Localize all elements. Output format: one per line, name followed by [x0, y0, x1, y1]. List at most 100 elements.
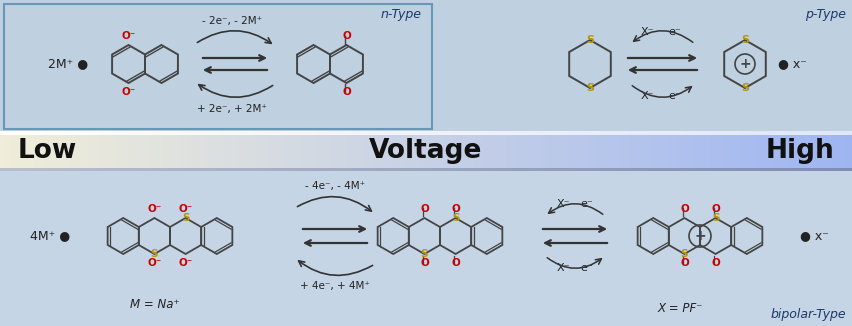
- Polygon shape: [630, 131, 635, 135]
- Polygon shape: [688, 168, 691, 171]
- Polygon shape: [841, 131, 844, 135]
- Polygon shape: [375, 168, 379, 171]
- Polygon shape: [522, 168, 527, 171]
- Polygon shape: [190, 131, 194, 135]
- Polygon shape: [145, 131, 149, 171]
- Polygon shape: [156, 131, 160, 171]
- Text: O: O: [452, 258, 460, 268]
- Polygon shape: [227, 168, 231, 171]
- Polygon shape: [111, 168, 115, 171]
- Polygon shape: [642, 131, 646, 135]
- Polygon shape: [645, 131, 648, 135]
- Polygon shape: [820, 131, 825, 135]
- Polygon shape: [355, 131, 359, 135]
- Polygon shape: [463, 168, 467, 171]
- Polygon shape: [3, 131, 7, 135]
- Polygon shape: [773, 168, 776, 171]
- Polygon shape: [185, 168, 188, 171]
- Polygon shape: [49, 131, 52, 171]
- Polygon shape: [480, 168, 484, 171]
- Polygon shape: [147, 131, 152, 171]
- Polygon shape: [301, 131, 305, 135]
- Polygon shape: [32, 131, 35, 135]
- Polygon shape: [216, 168, 220, 171]
- Polygon shape: [460, 168, 464, 171]
- Polygon shape: [341, 168, 345, 171]
- Polygon shape: [588, 168, 592, 171]
- Polygon shape: [786, 168, 791, 171]
- Polygon shape: [676, 131, 680, 171]
- Polygon shape: [71, 131, 75, 171]
- Polygon shape: [122, 131, 126, 171]
- Polygon shape: [665, 131, 669, 171]
- Polygon shape: [264, 168, 268, 171]
- Polygon shape: [264, 131, 268, 171]
- Polygon shape: [377, 168, 382, 171]
- Polygon shape: [332, 168, 337, 171]
- Polygon shape: [17, 168, 21, 171]
- Polygon shape: [528, 168, 532, 171]
- Polygon shape: [741, 131, 746, 171]
- Polygon shape: [400, 131, 405, 135]
- Polygon shape: [497, 168, 501, 171]
- Polygon shape: [210, 168, 214, 171]
- Polygon shape: [622, 168, 626, 171]
- Polygon shape: [113, 131, 118, 135]
- Polygon shape: [11, 168, 15, 171]
- Polygon shape: [841, 168, 844, 171]
- Polygon shape: [758, 131, 763, 135]
- Polygon shape: [775, 131, 780, 171]
- Text: S: S: [741, 35, 749, 45]
- Polygon shape: [185, 131, 188, 171]
- Polygon shape: [599, 131, 603, 171]
- Polygon shape: [318, 168, 322, 171]
- Polygon shape: [347, 131, 350, 135]
- Polygon shape: [11, 131, 15, 135]
- Polygon shape: [247, 168, 251, 171]
- Polygon shape: [733, 131, 737, 171]
- Polygon shape: [435, 168, 439, 171]
- Polygon shape: [758, 131, 763, 171]
- Polygon shape: [843, 168, 848, 171]
- Polygon shape: [307, 131, 311, 135]
- Text: S: S: [586, 35, 594, 45]
- Polygon shape: [798, 131, 802, 171]
- Polygon shape: [756, 131, 759, 171]
- Polygon shape: [369, 131, 373, 171]
- Polygon shape: [111, 131, 115, 171]
- Polygon shape: [326, 168, 331, 171]
- Polygon shape: [313, 131, 316, 135]
- Polygon shape: [287, 168, 291, 171]
- Polygon shape: [705, 131, 708, 171]
- Polygon shape: [676, 168, 680, 171]
- Polygon shape: [20, 168, 24, 171]
- Polygon shape: [571, 131, 575, 171]
- Polygon shape: [832, 168, 836, 171]
- Polygon shape: [656, 168, 660, 171]
- Polygon shape: [412, 131, 416, 171]
- Polygon shape: [752, 168, 757, 171]
- Polygon shape: [701, 131, 705, 135]
- Polygon shape: [45, 131, 49, 171]
- Polygon shape: [315, 168, 320, 171]
- Polygon shape: [253, 131, 256, 171]
- Polygon shape: [471, 131, 475, 135]
- Polygon shape: [590, 168, 595, 171]
- Polygon shape: [730, 131, 734, 135]
- Polygon shape: [321, 131, 325, 171]
- Polygon shape: [96, 168, 101, 171]
- Polygon shape: [173, 168, 177, 171]
- Polygon shape: [284, 131, 288, 171]
- Polygon shape: [66, 131, 69, 135]
- Polygon shape: [94, 131, 98, 171]
- Polygon shape: [571, 168, 575, 171]
- Polygon shape: [503, 131, 507, 171]
- Polygon shape: [77, 131, 81, 135]
- Polygon shape: [602, 131, 606, 171]
- Polygon shape: [625, 131, 629, 135]
- Polygon shape: [68, 131, 72, 135]
- Polygon shape: [724, 131, 728, 135]
- Polygon shape: [85, 131, 89, 171]
- Polygon shape: [579, 168, 584, 171]
- Polygon shape: [667, 131, 671, 135]
